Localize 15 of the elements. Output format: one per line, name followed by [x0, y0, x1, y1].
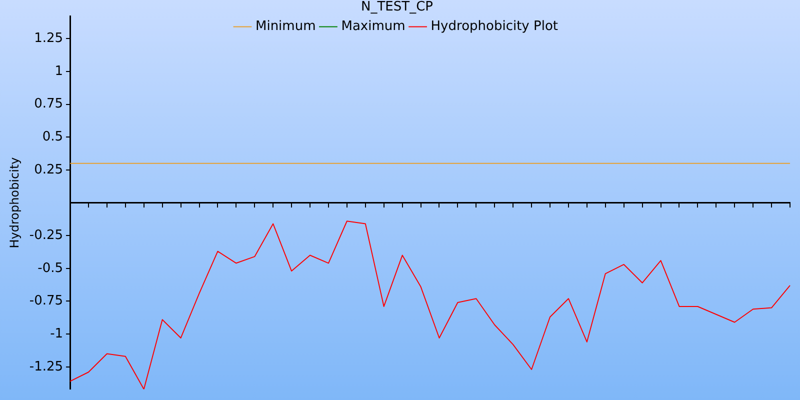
y-tick-label: -0.75 — [29, 294, 64, 309]
legend-label: Maximum — [341, 19, 406, 34]
legend-label: Minimum — [255, 19, 316, 34]
y-axis-title: Hydrophobicity — [7, 157, 22, 248]
legend-label: Hydrophobicity Plot — [430, 19, 558, 34]
y-tick-label: -1 — [50, 326, 64, 342]
y-tick-label: -0.25 — [29, 228, 64, 243]
y-tick-label: 0.25 — [34, 162, 64, 178]
y-tick-label: -0.5 — [38, 260, 64, 276]
y-tick-label: 0.5 — [42, 129, 64, 144]
chart-title: N_TEST_CP — [361, 0, 434, 15]
y-tick-label: 1 — [54, 64, 64, 79]
y-tick-label: 0.75 — [34, 96, 64, 112]
y-tick-label: 1.25 — [34, 30, 64, 46]
y-tick-label: -1.25 — [29, 359, 64, 374]
